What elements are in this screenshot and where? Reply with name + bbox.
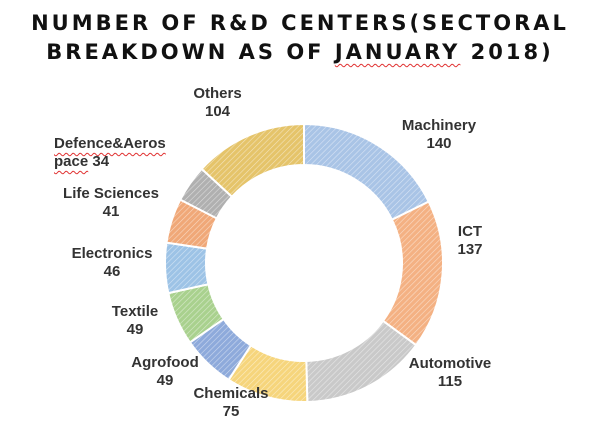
label-chemicals-name: Chemicals: [193, 385, 269, 402]
label-life-sciences: Life Sciences 41: [46, 185, 176, 221]
label-life-sciences-name: Life Sciences: [63, 185, 159, 202]
label-life-sciences-value: 41: [102, 203, 120, 220]
slice-ict: [381, 200, 444, 347]
label-others-value: 104: [204, 103, 231, 120]
slice-others: [200, 122, 305, 199]
label-chemicals-value: 75: [222, 403, 240, 420]
chart-title-line-1: NUMBER OF R&D CENTERS(SECTORAL: [31, 11, 569, 35]
label-electronics-name: Electronics: [71, 245, 153, 262]
label-machinery: Machinery 140: [384, 117, 494, 153]
label-machinery-name: Machinery: [401, 117, 477, 134]
label-ict-name: ICT: [457, 223, 483, 240]
donut-slices: [164, 122, 444, 403]
label-ict: ICT 137: [440, 223, 500, 259]
label-textile-name: Textile: [111, 303, 159, 320]
label-automotive-name: Automotive: [408, 355, 492, 372]
chart-title-line-2: BREAKDOWN AS OF JANUARY 2018): [0, 40, 600, 64]
label-textile-value: 49: [126, 321, 144, 338]
label-agrofood-name: Agrofood: [131, 354, 199, 371]
label-electronics: Electronics 46: [52, 245, 172, 281]
label-machinery-value: 140: [426, 135, 452, 152]
chart-title-line-2-start: BREAKDOWN AS OF: [46, 40, 335, 64]
label-automotive-value: 115: [437, 373, 463, 390]
label-chemicals: Chemicals 75: [181, 385, 281, 421]
label-agrofood-value: 49: [156, 372, 174, 389]
label-textile: Textile 49: [100, 303, 170, 339]
label-ict-value: 137: [457, 241, 483, 258]
label-defence-aerospace-value: 34: [92, 153, 110, 170]
label-defence-aerospace-name-part-1: Defence&Aeros: [54, 135, 166, 152]
label-others: Others 104: [180, 85, 255, 121]
chart-title-flagged-word: JANUARY: [334, 40, 461, 64]
label-automotive: Automotive 115: [390, 355, 510, 391]
label-defence-aerospace-name-part-2: pace: [54, 153, 89, 170]
chart-title-line-2-end: 2018): [460, 40, 554, 64]
label-electronics-value: 46: [103, 263, 121, 280]
label-defence-aerospace: Defence&Aeros pace 34: [54, 135, 166, 171]
label-others-name: Others: [193, 85, 242, 102]
label-agrofood: Agrofood 49: [120, 354, 210, 390]
